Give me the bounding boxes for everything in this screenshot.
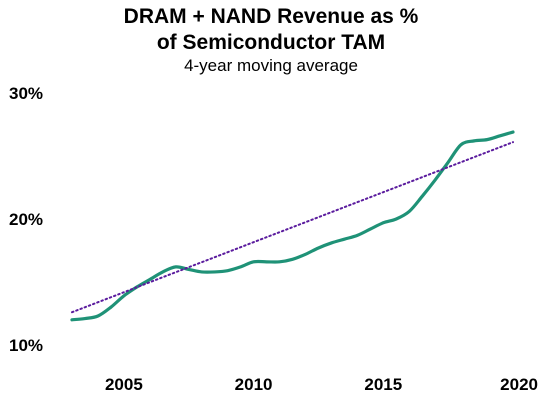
x-tick-label: 2005 [105,375,143,394]
y-tick-label: 20% [9,210,43,229]
x-tick-label: 2015 [364,375,402,394]
x-tick-label: 2010 [235,375,273,394]
chart-subtitle: 4-year moving average [184,56,358,75]
series-group [70,130,515,322]
x-axis-ticks: 2005 2010 2015 2020 [105,375,538,394]
trend-line [71,141,514,314]
x-tick-label: 2020 [500,375,538,394]
chart-title-line-1: DRAM + NAND Revenue as % [123,5,419,28]
y-axis-ticks: 10% 20% 30% [9,84,43,355]
y-tick-label: 10% [9,336,43,355]
chart-title: DRAM + NAND Revenue as % of Semiconducto… [0,4,542,76]
y-tick-label: 30% [9,84,43,103]
series-line [70,130,515,322]
chart-title-line-2: of Semiconductor TAM [156,31,386,54]
